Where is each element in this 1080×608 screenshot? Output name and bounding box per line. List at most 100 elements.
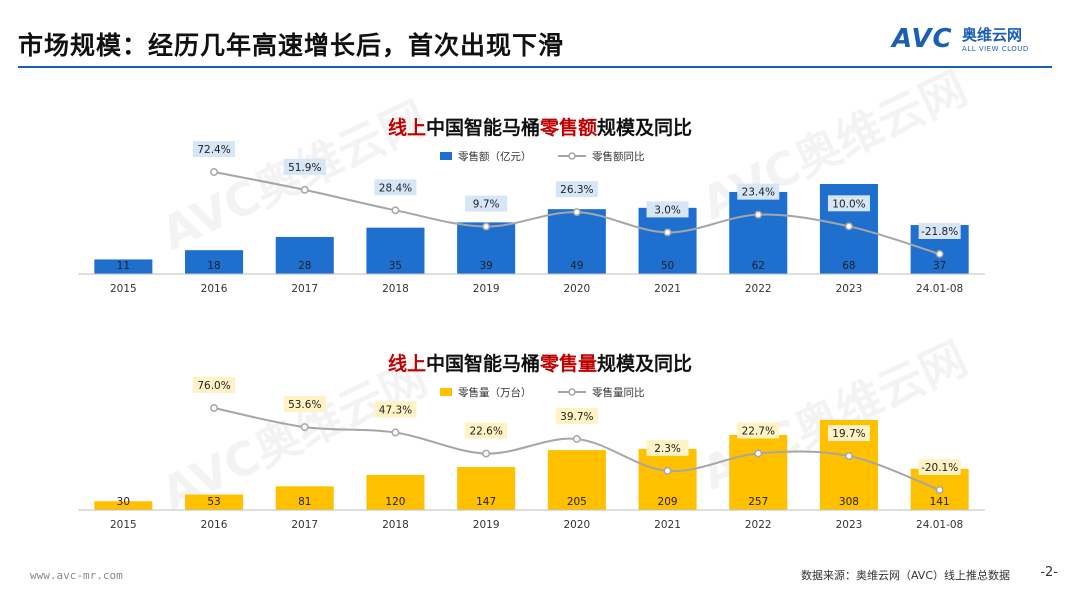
yoy-value-label: 51.9% — [288, 162, 321, 174]
yoy-label-box — [737, 422, 780, 439]
yoy-label-box — [374, 179, 417, 196]
yoy-point — [845, 222, 853, 231]
bar-value-label: 49 — [570, 260, 583, 272]
bar-value-label: 35 — [389, 260, 402, 272]
chart-title-segment: 中国智能马桶 — [426, 116, 540, 139]
yoy-value-label: 22.7% — [742, 425, 775, 437]
logo-en-text: ALL VIEW CLOUD — [962, 45, 1029, 53]
bar — [275, 236, 334, 274]
bar-value-label: 30 — [117, 496, 130, 508]
bar — [729, 434, 788, 510]
bar — [547, 209, 606, 274]
yoy-value-label: -21.8% — [921, 226, 958, 238]
yoy-point — [572, 435, 581, 443]
bar — [366, 227, 425, 274]
x-tick-label: 2023 — [836, 519, 863, 531]
bar — [638, 448, 697, 510]
brand-logo: AVC 奥维云网 ALL VIEW CLOUD — [892, 24, 1052, 58]
bar-value-label: 50 — [661, 260, 674, 272]
yoy-label-box — [465, 195, 508, 212]
yoy-point — [572, 208, 581, 217]
yoy-value-label: 72.4% — [197, 144, 230, 156]
yoy-label-box — [737, 183, 780, 200]
chart-title-segment: 零售额 — [539, 116, 597, 139]
yoy-point — [300, 423, 309, 432]
yoy-value-label: 26.3% — [560, 184, 593, 196]
yoy-value-label: 3.0% — [654, 204, 681, 216]
bar — [94, 259, 153, 274]
x-tick-label: 2016 — [201, 283, 228, 295]
bar-value-label: 120 — [385, 496, 405, 508]
yoy-value-label: 10.0% — [832, 198, 865, 210]
legend-label-line: 零售量同比 — [592, 386, 645, 399]
x-tick-label: 2018 — [382, 519, 409, 531]
legend-label-bar: 零售量（万台） — [458, 386, 532, 399]
yoy-value-label: 22.6% — [469, 426, 502, 438]
bar — [457, 467, 516, 510]
chart-legend: 零售额（亿元） 零售额同比 — [440, 150, 645, 163]
bar-value-label: 209 — [658, 496, 678, 508]
yoy-point — [845, 452, 853, 460]
yoy-point — [391, 206, 400, 215]
yoy-point — [210, 168, 219, 176]
yoy-label-box — [646, 201, 689, 218]
x-tick-label: 2015 — [110, 519, 137, 531]
yoy-value-label: 2.3% — [654, 443, 681, 455]
yoy-label-box — [465, 422, 508, 439]
legend-marker-line — [568, 388, 576, 396]
yoy-point — [391, 428, 400, 437]
yoy-point — [482, 222, 491, 231]
yoy-value-label: 28.4% — [379, 182, 412, 194]
x-tick-label: 2020 — [563, 519, 590, 531]
x-tick-label: 2016 — [201, 519, 228, 531]
x-tick-label: 2020 — [563, 283, 590, 295]
bar — [729, 191, 788, 274]
x-tick-label: 2022 — [745, 283, 772, 295]
bar — [547, 450, 606, 510]
logo-avc-text: AVC — [892, 24, 953, 54]
bar — [638, 207, 697, 274]
yoy-point — [482, 449, 491, 458]
chart-title-segment: 规模及同比 — [597, 352, 692, 375]
yoy-point — [935, 250, 944, 258]
x-tick-label: 2015 — [110, 283, 137, 295]
yoy-label-box — [646, 439, 689, 456]
x-tick-label: 2017 — [291, 519, 318, 531]
yoy-label-box — [827, 425, 870, 442]
yoy-value-label: 53.6% — [288, 399, 321, 411]
yoy-label-box — [193, 377, 236, 393]
footer-url: www.avc-mr.com — [30, 569, 123, 582]
legend-swatch-bar — [440, 388, 452, 396]
logo-cn-text: 奥维云网 — [962, 26, 1023, 44]
footer-source: 数据来源：奥维云网（AVC）线上推总数据 — [800, 569, 1010, 582]
chart-title-segment: 中国智能马桶 — [426, 352, 540, 375]
chart-title-segment: 零售量 — [539, 352, 597, 375]
legend-swatch-bar — [440, 152, 452, 160]
yoy-label-box — [827, 195, 870, 212]
yoy-value-label: 9.7% — [473, 199, 500, 211]
bar — [457, 222, 516, 274]
page-title: 市场规模：经历几年高速增长后，首次出现下滑 — [18, 31, 565, 60]
yoy-point — [663, 228, 672, 237]
x-tick-label: 2019 — [473, 519, 500, 531]
bar-value-label: 68 — [842, 260, 855, 272]
bar-value-label: 81 — [298, 496, 311, 508]
bar-value-label: 28 — [298, 260, 311, 272]
bar-value-label: 147 — [476, 496, 496, 508]
bar-value-label: 37 — [933, 260, 946, 272]
bar — [366, 474, 425, 510]
x-tick-label: 2019 — [473, 283, 500, 295]
x-tick-label: 2021 — [654, 519, 681, 531]
chart-title-segment: 线上 — [388, 116, 426, 139]
yoy-point — [935, 486, 944, 494]
yoy-value-label: 19.7% — [832, 428, 865, 440]
bar-value-label: 257 — [748, 496, 768, 508]
yoy-point — [754, 210, 763, 219]
chart-retail-volume: 线上中国智能马桶零售量规模及同比 零售量（万台） 零售量同比 30 53 81 120 147… — [0, 344, 1080, 534]
bar-value-label: 39 — [479, 260, 492, 272]
bar — [275, 486, 334, 510]
yoy-label-box — [283, 158, 326, 175]
page-number: -2- — [1040, 565, 1058, 580]
